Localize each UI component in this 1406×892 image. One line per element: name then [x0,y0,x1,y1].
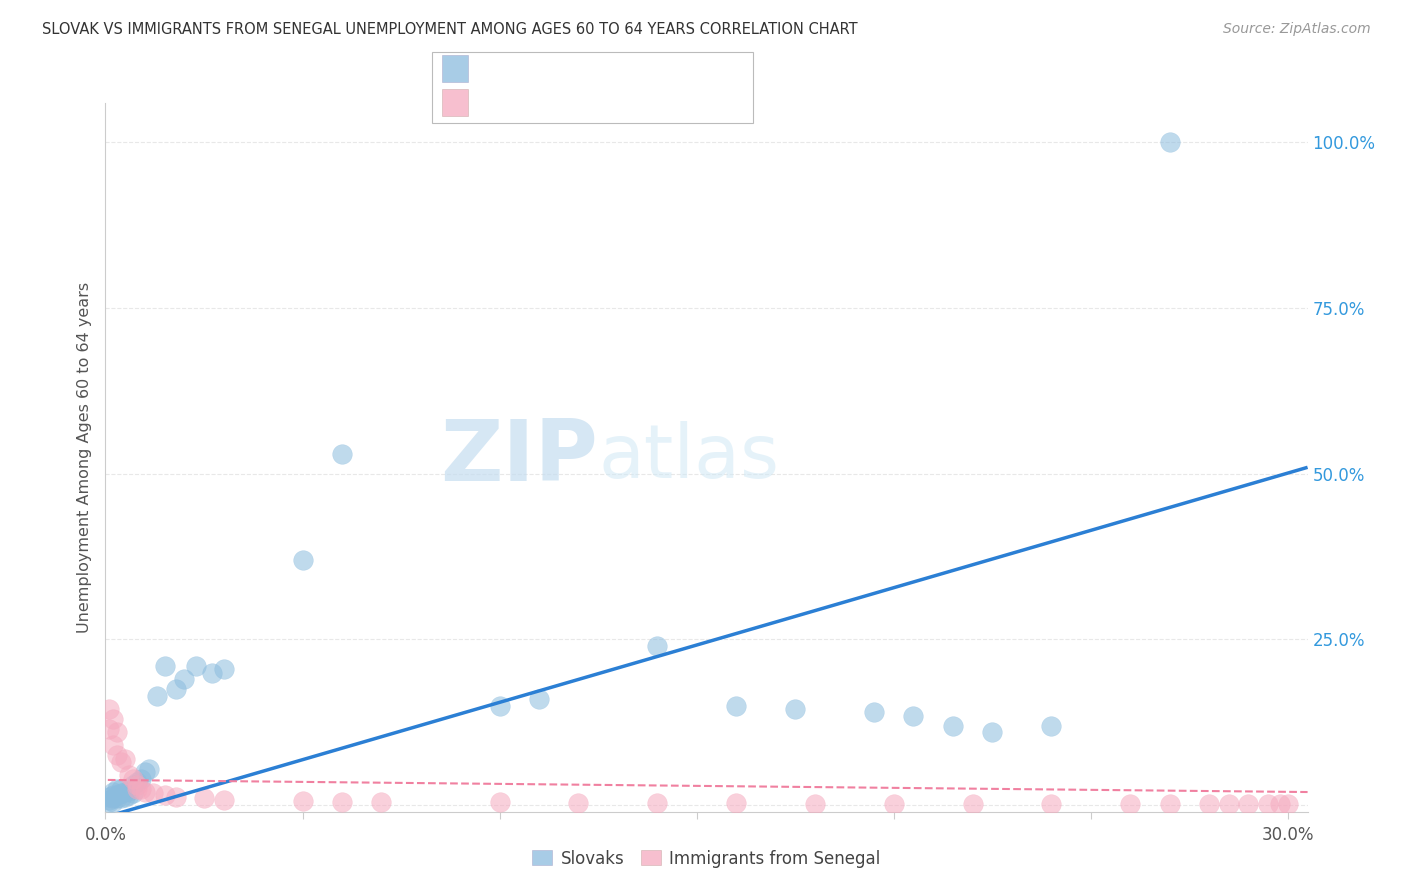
Text: ZIP: ZIP [440,416,599,499]
Point [488,796,510,810]
Point [142,786,165,800]
Point [1218,797,1240,812]
Point [98,790,121,805]
Point [212,793,235,807]
Point [103,712,125,726]
Point [129,772,152,786]
Point [645,796,668,810]
Text: 0.632: 0.632 [534,61,583,76]
Point [105,748,128,763]
Point [567,796,589,810]
Point [110,781,132,796]
Point [645,639,668,653]
Point [122,772,145,786]
Point [193,791,215,805]
Point [883,797,905,811]
Point [103,791,125,805]
Point [114,790,136,805]
Point [110,786,132,800]
Text: Source: ZipAtlas.com: Source: ZipAtlas.com [1223,22,1371,37]
Point [103,739,125,753]
Point [1040,718,1063,732]
Point [145,689,167,703]
Point [863,706,886,720]
Point [165,682,187,697]
Point [201,665,224,680]
Point [1268,797,1291,812]
Point [118,768,141,782]
Point [118,788,141,802]
Point [105,788,128,802]
Text: 43: 43 [666,61,688,76]
Point [98,702,121,716]
Point [785,702,807,716]
Point [725,698,748,713]
Text: R =: R = [482,95,510,110]
Point [962,797,984,811]
Point [1040,797,1063,811]
Text: N =: N = [620,95,650,110]
Point [134,764,156,779]
Point [103,795,125,809]
Point [184,659,207,673]
Text: SLOVAK VS IMMIGRANTS FROM SENEGAL UNEMPLOYMENT AMONG AGES 60 TO 64 YEARS CORRELA: SLOVAK VS IMMIGRANTS FROM SENEGAL UNEMPL… [42,22,858,37]
Point [103,785,125,799]
Point [370,795,392,809]
Text: R =: R = [482,61,510,76]
Point [98,795,121,809]
Text: 38: 38 [666,95,688,110]
Point [138,762,160,776]
Point [114,752,136,766]
Point [291,553,314,567]
Point [125,775,148,789]
Point [129,781,152,796]
Point [804,797,827,811]
Point [122,786,145,800]
Point [165,790,187,805]
Point [1237,797,1260,812]
Point [114,785,136,799]
Point [122,778,145,792]
Point [110,755,132,769]
Point [110,791,132,805]
FancyBboxPatch shape [441,55,468,82]
Legend: Slovaks, Immigrants from Senegal: Slovaks, Immigrants from Senegal [526,843,887,874]
Point [330,447,353,461]
Text: atlas: atlas [599,421,779,493]
Point [105,791,128,805]
Point [173,672,195,686]
Point [291,794,314,808]
Point [98,793,121,807]
Point [330,795,353,809]
Point [1257,797,1279,812]
Point [527,692,550,706]
Text: N =: N = [620,61,650,76]
Point [98,722,121,736]
Y-axis label: Unemployment Among Ages 60 to 64 years: Unemployment Among Ages 60 to 64 years [77,282,93,632]
FancyBboxPatch shape [441,89,468,116]
Point [981,725,1004,739]
Point [1198,797,1220,812]
Text: -0.034: -0.034 [534,95,589,110]
Point [903,708,925,723]
Point [105,725,128,739]
Point [725,796,748,810]
Point [118,783,141,797]
Point [134,785,156,799]
FancyBboxPatch shape [432,52,752,122]
Point [153,659,176,673]
Point [125,778,148,792]
Point [1159,136,1181,150]
Point [153,788,176,802]
Point [1119,797,1142,811]
Point [103,788,125,802]
Point [212,662,235,676]
Point [1159,797,1181,812]
Point [125,781,148,796]
Point [1277,797,1299,812]
Point [105,781,128,796]
Point [942,718,965,732]
Point [488,698,510,713]
